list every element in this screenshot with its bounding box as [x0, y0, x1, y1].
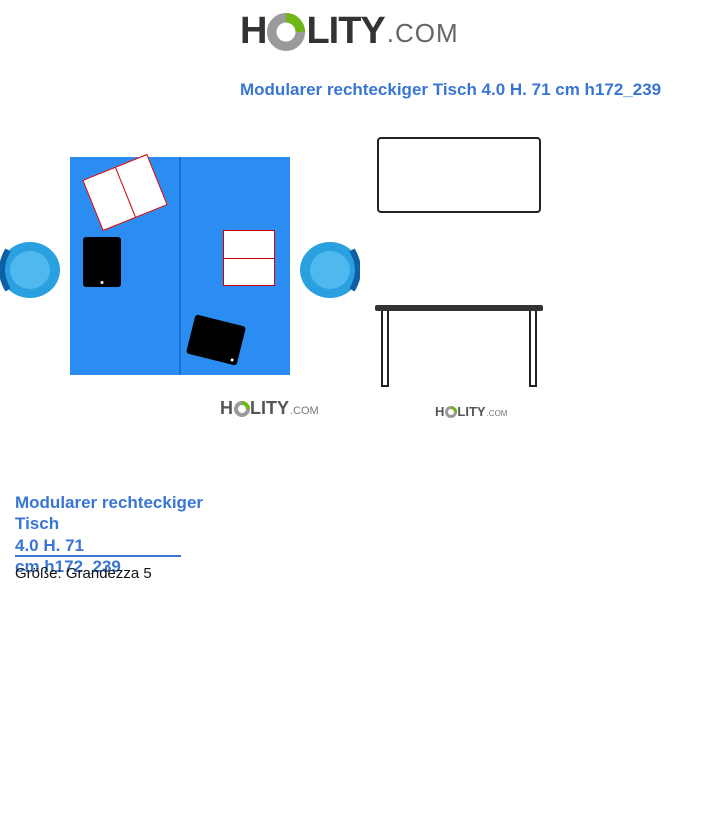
tech-leg: [381, 311, 389, 387]
brand-letter-h: H: [240, 10, 266, 53]
brand-letters-lity: LITY: [250, 398, 289, 419]
open-book-icon: [223, 230, 275, 286]
product-top-view: [5, 145, 355, 405]
watermark-logo: H LITY .COM: [220, 398, 319, 419]
tech-side-view: [375, 305, 543, 390]
attribute-value: Grandezza 5: [66, 565, 152, 582]
attribute-label: Größe:: [15, 565, 62, 582]
brand-letter-h: H: [220, 398, 233, 419]
brand-logo-text: H LITY: [240, 10, 385, 53]
tablet-icon: [83, 237, 121, 287]
product-title-line: Modularer rechteckiger Tisch: [15, 493, 203, 533]
brand-letters-lity: LITY: [306, 10, 384, 53]
brand-ring-icon: [267, 13, 305, 51]
brand-suffix: .COM: [487, 409, 508, 418]
tech-leg: [529, 311, 537, 387]
title-underline: [15, 555, 181, 557]
product-attribute: Größe: Grandezza 5: [15, 565, 152, 582]
tech-tabletop: [375, 305, 543, 311]
chair-right-icon: [288, 240, 360, 300]
brand-ring-icon: [445, 406, 457, 418]
product-title-line: 4.0 H. 71: [15, 536, 84, 555]
brand-suffix: .COM: [387, 18, 459, 49]
brand-logo: H LITY .COM: [240, 10, 459, 53]
watermark-logo: H LITY .COM: [435, 404, 507, 419]
page-title: Modularer rechteckiger Tisch 4.0 H. 71 c…: [240, 80, 661, 100]
brand-letter-h: H: [435, 404, 444, 419]
product-tech-drawing: [375, 135, 545, 395]
product-image-area: [5, 125, 555, 435]
tech-top-outline: [377, 137, 541, 213]
brand-letters-lity: LITY: [457, 404, 485, 419]
chair-left-icon: [0, 240, 72, 300]
brand-ring-icon: [234, 401, 250, 417]
table-seam: [179, 157, 181, 375]
brand-suffix: .COM: [290, 405, 319, 417]
